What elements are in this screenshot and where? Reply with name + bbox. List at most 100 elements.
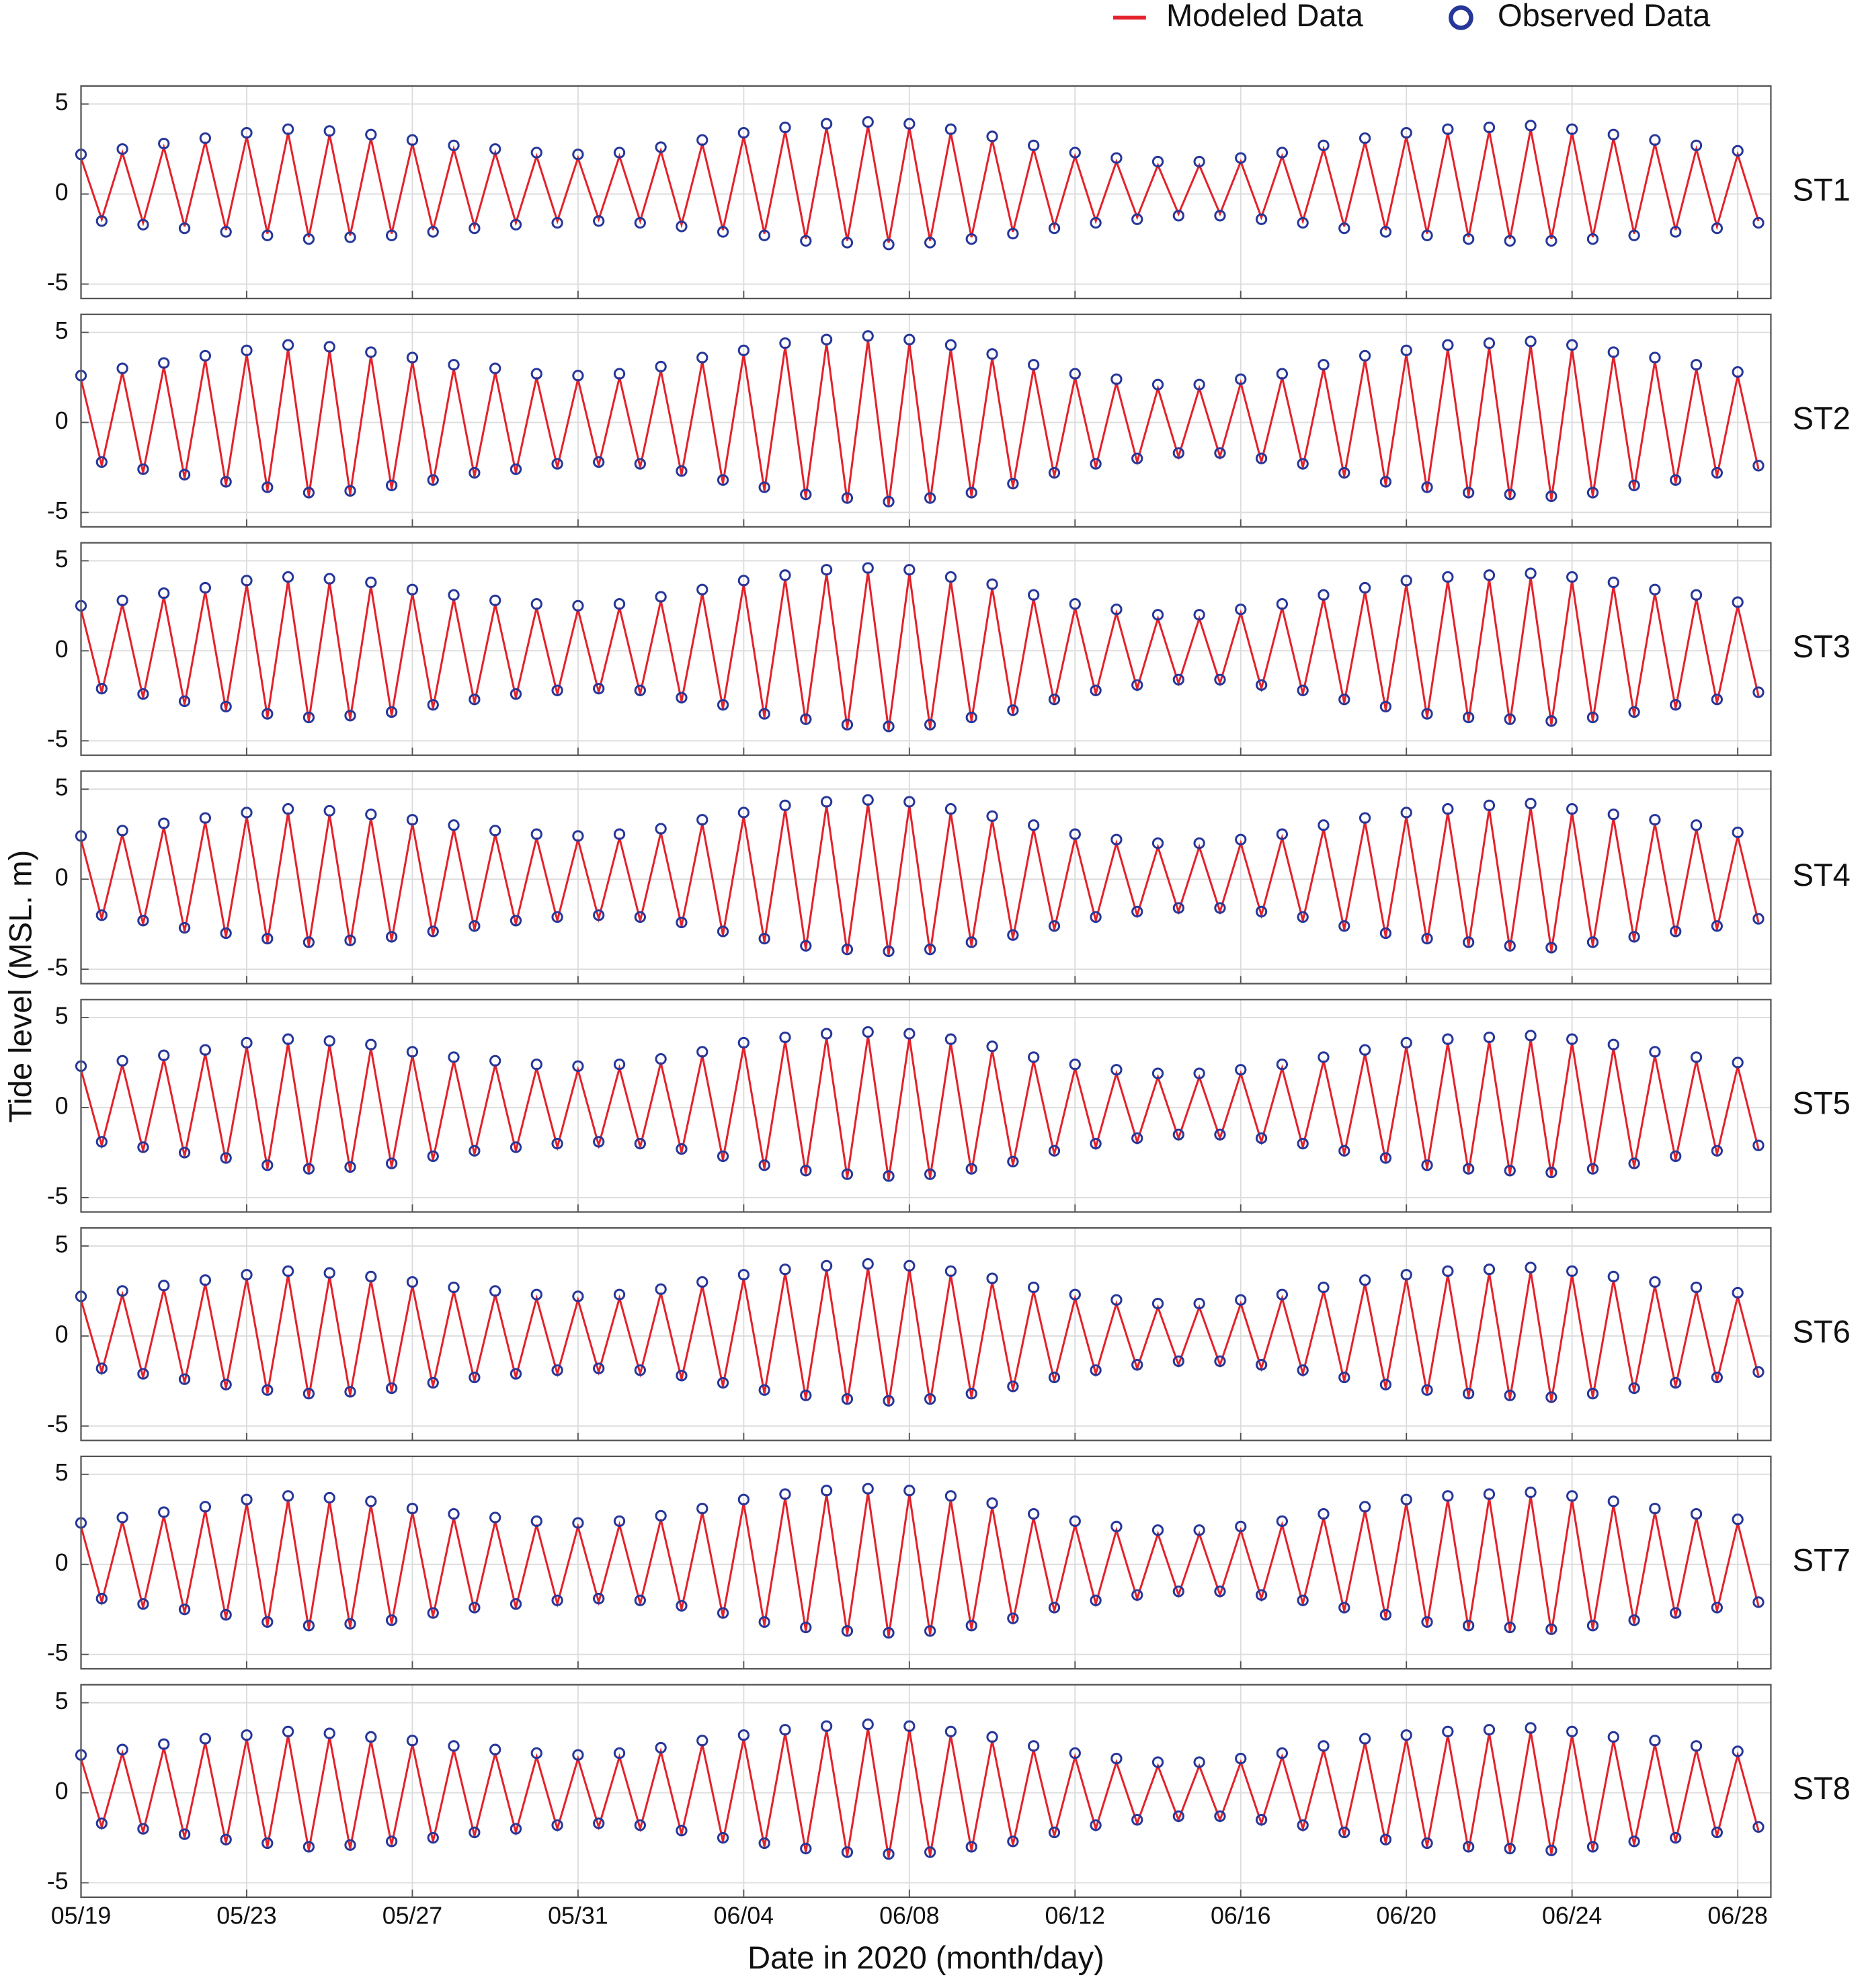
observed-point <box>634 1594 646 1606</box>
observed-point <box>1131 452 1143 464</box>
observed-point <box>95 1136 108 1148</box>
observed-point <box>1670 1831 1682 1844</box>
observed-point <box>489 1285 501 1297</box>
observed-point <box>1586 1841 1599 1853</box>
observed-point <box>1690 1281 1703 1294</box>
observed-point <box>924 1846 936 1858</box>
observed-point <box>1421 481 1433 493</box>
panel-label: ST8 <box>1793 1770 1851 1806</box>
observed-point <box>800 940 812 952</box>
observed-point <box>1172 1128 1184 1141</box>
observed-point <box>924 718 936 731</box>
observed-point <box>1752 1596 1765 1608</box>
observed-point <box>406 1046 419 1058</box>
observed-point <box>1400 1729 1412 1741</box>
observed-point <box>944 339 957 351</box>
y-tick-label: -5 <box>47 1868 69 1895</box>
observed-point <box>220 476 232 488</box>
observed-point <box>1235 1520 1247 1533</box>
observed-point <box>489 1054 501 1067</box>
observed-point <box>944 1033 957 1045</box>
observed-point <box>1069 1059 1081 1071</box>
observed-point <box>965 1163 977 1175</box>
observed-point <box>344 231 356 243</box>
observed-point <box>1069 147 1081 159</box>
observed-point <box>1318 139 1330 152</box>
observed-point <box>199 581 212 594</box>
observed-point <box>448 1281 460 1294</box>
observed-point <box>655 1053 667 1065</box>
observed-point <box>1566 339 1578 351</box>
observed-point <box>1400 1269 1412 1281</box>
observed-point <box>1235 1064 1247 1076</box>
observed-point <box>676 1600 688 1612</box>
observed-point <box>1421 708 1433 720</box>
observed-point <box>613 147 626 159</box>
observed-point <box>1711 1602 1723 1614</box>
panel-label: ST3 <box>1793 628 1851 664</box>
observed-point <box>655 1741 667 1754</box>
y-tick-label: -5 <box>47 954 69 981</box>
observed-point <box>1421 229 1433 241</box>
observed-point <box>1297 1819 1309 1831</box>
modeled-line <box>80 1267 1760 1405</box>
y-tick-label: 0 <box>55 864 69 891</box>
observed-point <box>613 1059 626 1071</box>
observed-point <box>385 706 398 718</box>
observed-point <box>883 720 895 733</box>
observed-point <box>282 1033 294 1045</box>
observed-point <box>1400 806 1412 819</box>
observed-point <box>1566 123 1578 135</box>
observed-point <box>199 1501 212 1513</box>
observed-point <box>1400 575 1412 587</box>
observed-point <box>1110 833 1123 845</box>
observed-point <box>655 1509 667 1522</box>
observed-point <box>613 1747 626 1759</box>
observed-point <box>717 1831 729 1844</box>
observed-point <box>1048 1602 1061 1614</box>
y-tick-label: 5 <box>55 317 69 344</box>
observed-point <box>1566 1490 1578 1502</box>
observed-point <box>241 344 253 357</box>
observed-point <box>1255 1589 1268 1601</box>
observed-point <box>282 1265 294 1278</box>
observed-point <box>1318 359 1330 371</box>
observed-point <box>965 1387 977 1400</box>
observed-point <box>95 909 108 921</box>
observed-point <box>1442 1033 1454 1045</box>
observed-point <box>758 229 770 241</box>
observed-point <box>1090 458 1102 470</box>
observed-point <box>986 130 998 142</box>
observed-point <box>448 1740 460 1752</box>
modeled-line <box>80 571 1760 731</box>
y-tick-label: 5 <box>55 1231 69 1257</box>
observed-point <box>489 362 501 374</box>
observed-point <box>116 1285 128 1297</box>
observed-point <box>365 1731 377 1743</box>
observed-point <box>1131 213 1143 225</box>
observed-point <box>1525 798 1537 810</box>
panel-frame <box>80 85 1772 300</box>
observed-point <box>1504 1621 1516 1634</box>
observed-point <box>841 1846 854 1858</box>
observed-point <box>282 339 294 351</box>
observed-point <box>1504 1842 1516 1855</box>
observed-point <box>634 911 646 923</box>
observed-point <box>1711 466 1723 479</box>
observed-point <box>1193 1524 1205 1536</box>
observed-point <box>530 1747 542 1759</box>
observed-point <box>924 944 936 956</box>
observed-point <box>1235 1752 1247 1765</box>
y-tick-label: 0 <box>55 179 69 206</box>
observed-point <box>883 1395 895 1407</box>
observed-point <box>1732 1745 1744 1757</box>
x-tick-label: 05/31 <box>548 1902 608 1929</box>
observed-point <box>137 1823 149 1835</box>
observed-point <box>1090 1594 1102 1606</box>
observed-point <box>655 141 667 153</box>
observed-point <box>1586 487 1599 499</box>
observed-point <box>820 118 833 130</box>
observed-point <box>1338 920 1350 932</box>
observed-point <box>1483 1488 1496 1500</box>
observed-point <box>1545 490 1557 503</box>
